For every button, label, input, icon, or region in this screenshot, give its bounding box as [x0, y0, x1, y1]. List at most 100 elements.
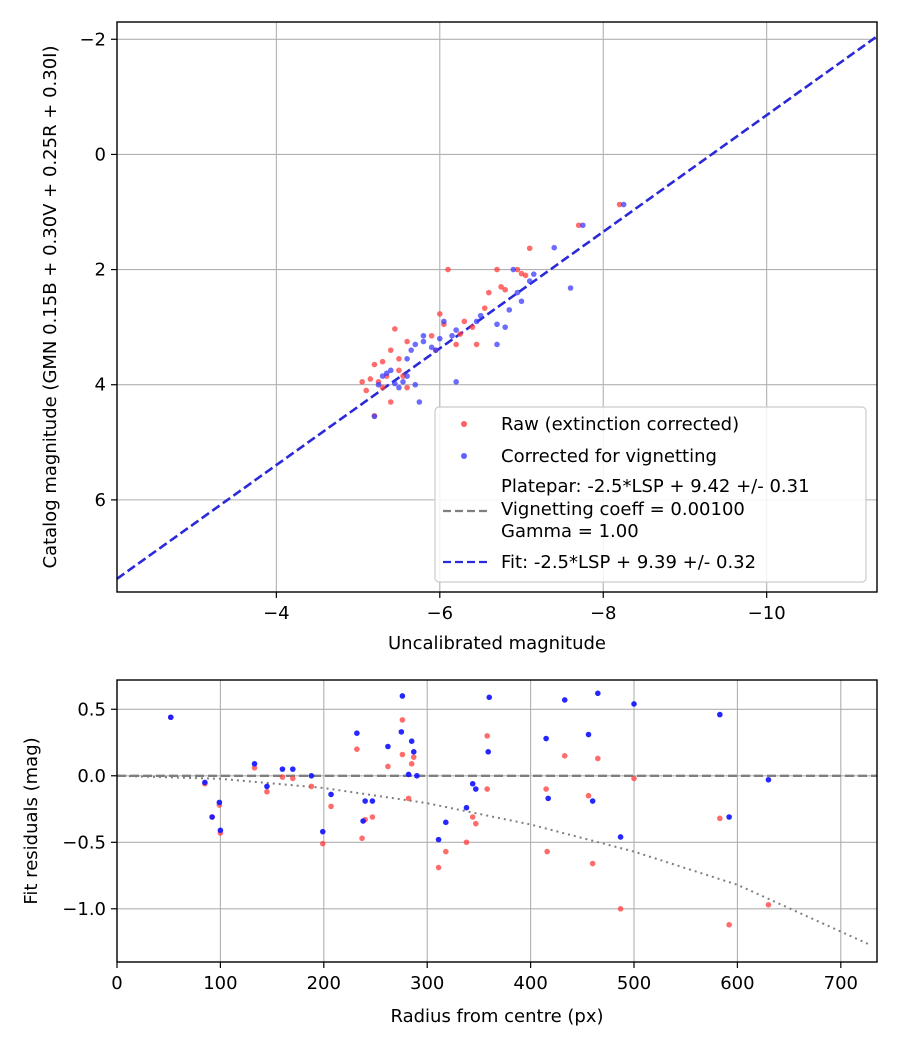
corrected-residual-point: [589, 798, 596, 804]
corrected-residual-point: [463, 804, 470, 811]
corrected-point: [400, 379, 406, 385]
corrected-point: [473, 318, 480, 325]
corrected-residual-point: [408, 738, 415, 744]
raw-point: [486, 289, 492, 296]
raw-point: [371, 361, 378, 368]
raw-point: [428, 332, 435, 339]
raw-residual-point: [405, 795, 412, 802]
bottom-x-tick-label: 400: [513, 973, 547, 994]
bottom-plot-frame: [116, 679, 878, 963]
raw-point: [400, 373, 406, 379]
bottom-y-tick-label: 0.5: [77, 699, 106, 720]
raw-point: [387, 399, 394, 405]
raw-residual-point: [264, 788, 270, 795]
raw-point: [436, 311, 443, 317]
raw-point: [457, 331, 464, 337]
corrected-residual-point: [216, 799, 223, 806]
legend: Raw (extinction corrected) Corrected for…: [434, 406, 867, 583]
raw-residual-point: [369, 814, 376, 820]
top-y-tick-label: −2: [79, 29, 106, 50]
raw-residual-point: [595, 755, 601, 762]
raw-point: [473, 341, 480, 348]
corrected-point: [477, 312, 484, 319]
raw-residual-point: [308, 783, 315, 790]
raw-residual-point: [279, 774, 286, 780]
legend-raw-marker: [461, 421, 467, 427]
corrected-residual-point: [443, 819, 449, 826]
corrected-point: [441, 318, 447, 325]
legend-platepar-label: Platepar: -2.5*LSP + 9.42 +/- 0.31: [501, 476, 810, 497]
corrected-point: [396, 384, 402, 391]
corrected-point: [514, 289, 521, 296]
vignetting-model-curve: [116, 774, 871, 946]
corrected-point: [506, 307, 513, 313]
bottom-x-tick-label: 500: [617, 973, 651, 994]
corrected-residual-point: [405, 771, 412, 778]
raw-residual-point: [385, 763, 391, 770]
raw-residual-point: [399, 751, 406, 758]
bottom-y-tick-label: −0.5: [62, 832, 106, 853]
raw-point: [363, 387, 370, 394]
corrected-residual-point: [217, 827, 224, 834]
corrected-point: [416, 399, 423, 405]
corrected-residual-point: [369, 798, 376, 804]
top-x-tick-label: −6: [427, 603, 454, 624]
raw-point: [359, 379, 365, 385]
raw-residual-point: [354, 746, 360, 752]
raw-point: [481, 305, 488, 311]
bottom-x-tick-label: 200: [307, 973, 341, 994]
corrected-point: [420, 338, 427, 345]
corrected-point: [494, 341, 500, 348]
legend-corrected-marker: [461, 453, 467, 459]
raw-point: [445, 266, 451, 273]
top-x-tick-label: −8: [590, 603, 617, 624]
corrected-point: [526, 278, 533, 284]
raw-residual-point: [617, 905, 624, 912]
legend-vignetting-line2: Gamma = 1.00: [501, 521, 639, 542]
bottom-x-tick-label: 300: [410, 973, 444, 994]
bottom-y-tick-label: −1.0: [62, 899, 106, 920]
top-scatter-points: [359, 201, 627, 420]
top-y-tick-label: 2: [95, 260, 106, 281]
raw-point: [518, 270, 525, 277]
corrected-residual-point: [289, 766, 296, 772]
raw-residual-point: [631, 775, 637, 782]
corrected-residual-point: [473, 786, 479, 792]
raw-point: [379, 358, 386, 365]
raw-point: [616, 201, 623, 208]
corrected-residual-point: [435, 836, 442, 843]
raw-residual-point: [473, 820, 479, 827]
corrected-point: [449, 332, 455, 339]
raw-residual-point: [435, 864, 442, 871]
raw-residual-point: [543, 786, 549, 792]
raw-point: [453, 341, 459, 348]
corrected-residual-point: [585, 731, 592, 738]
corrected-residual-point: [328, 791, 334, 798]
raw-residual-point: [484, 733, 490, 739]
corrected-point: [404, 356, 410, 362]
bottom-gridlines: [116, 680, 877, 962]
corrected-point: [420, 332, 427, 339]
raw-residual-point: [463, 839, 470, 846]
top-y-tick-label: 0: [95, 144, 106, 165]
top-plot-frame: [116, 21, 878, 593]
corrected-point: [371, 413, 378, 420]
corrected-residual-point: [469, 780, 476, 787]
corrected-point: [379, 373, 386, 379]
corrected-residual-point: [595, 690, 601, 697]
corrected-point: [453, 327, 459, 333]
calibration-panel: −4 −6 −8 −10 −2 0 2 4 6 Uncalibrated magnitude C…: [40, 21, 878, 654]
corrected-residual-point: [545, 795, 551, 802]
corrected-point: [436, 335, 443, 342]
raw-point: [367, 376, 374, 382]
raw-point: [469, 324, 476, 330]
raw-residual-point: [319, 840, 326, 847]
top-y-tick-label: 6: [95, 490, 106, 511]
corrected-point: [620, 201, 627, 208]
raw-point: [392, 326, 398, 332]
corrected-point: [392, 380, 398, 387]
raw-residual-point: [408, 761, 415, 767]
raw-residual-point: [410, 754, 417, 760]
corrected-point: [510, 266, 517, 273]
bottom-x-tick-label: 0: [111, 973, 122, 994]
